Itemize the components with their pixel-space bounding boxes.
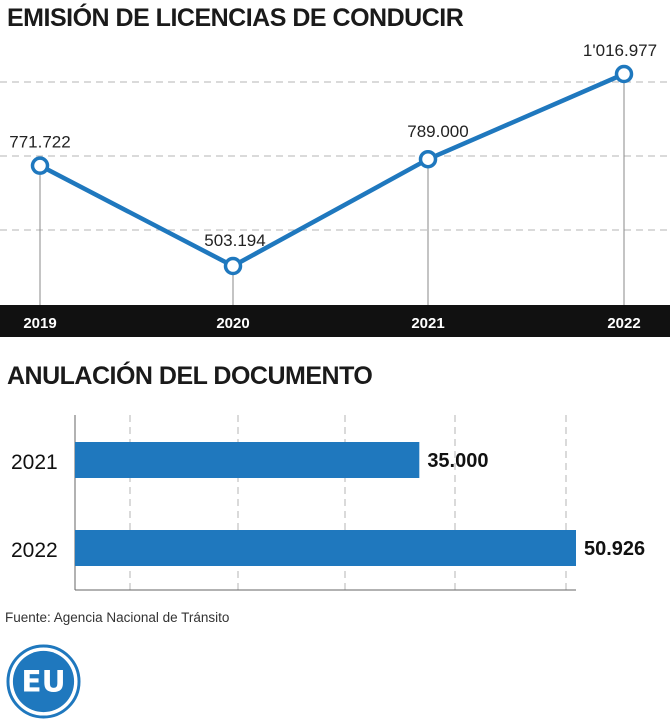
data-point-2020 bbox=[223, 256, 243, 276]
data-label-2020: 503.194 bbox=[204, 231, 265, 250]
tick-label-2022: 2022 bbox=[607, 315, 640, 332]
bar-chart-title: ANULACIÓN DEL DOCUMENTO bbox=[7, 362, 373, 390]
category-label-2021: 2021 bbox=[11, 451, 58, 474]
tick-label-2020: 2020 bbox=[216, 315, 249, 332]
series-line bbox=[38, 71, 625, 269]
tick-label-2021: 2021 bbox=[411, 315, 444, 332]
line-chart-title: EMISIÓN DE LICENCIAS DE CONDUCIR bbox=[7, 4, 464, 32]
bar-value-label-2021: 35.000 bbox=[427, 450, 488, 472]
logo-text: EU bbox=[21, 664, 65, 698]
bar-2021 bbox=[75, 442, 420, 478]
line-chart: 771.722 2019 503.194 2020 789.000 2021 1'016.9… bbox=[0, 41, 670, 337]
data-label-2022: 1'016.977 bbox=[583, 41, 657, 60]
eu-logo: EU bbox=[6, 644, 81, 719]
data-point-2019 bbox=[30, 156, 50, 175]
category-label-2022: 2022 bbox=[11, 539, 58, 562]
source-note: Fuente: Agencia Nacional de Tránsito bbox=[5, 610, 230, 625]
data-label-2021: 789.000 bbox=[407, 122, 468, 141]
data-label-2019: 771.722 bbox=[9, 133, 70, 152]
tick-label-2019: 2019 bbox=[23, 315, 56, 332]
data-point-2021 bbox=[418, 149, 438, 169]
bar-chart: 35.000 2021 50.926 2022 bbox=[11, 415, 645, 591]
data-point-2022 bbox=[614, 64, 634, 84]
bar-value-label-2022: 50.926 bbox=[584, 538, 645, 560]
x-axis-band bbox=[0, 305, 670, 337]
bar-2022 bbox=[75, 530, 576, 566]
